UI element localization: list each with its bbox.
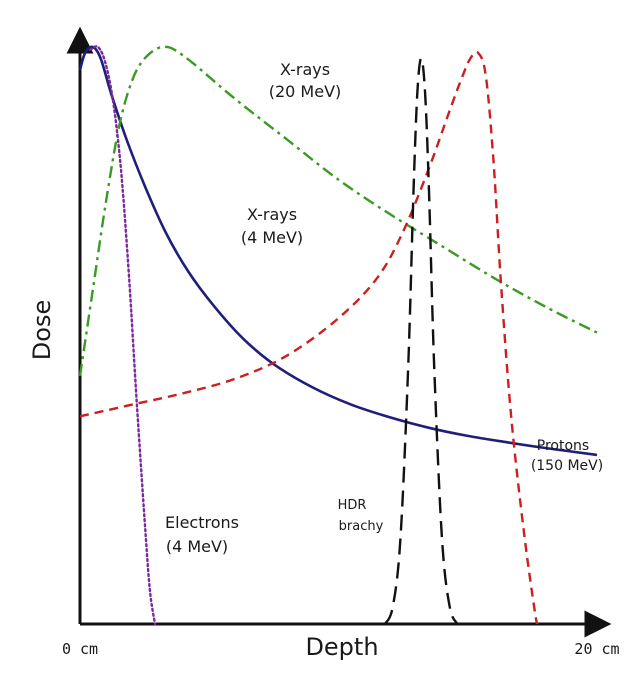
series-line-protons-150mev: [79, 50, 539, 625]
series-line-electrons-4mev: [89, 45, 157, 626]
label-xrays-20mev-line2: (20 MeV): [269, 82, 342, 101]
label-protons: Protons (150 MeV): [531, 438, 603, 474]
series-layer: [78, 45, 598, 626]
label-hdr-line1: HDR: [338, 498, 367, 513]
label-protons-line1: Protons: [537, 438, 589, 454]
y-axis-title: Dose: [28, 300, 56, 360]
label-protons-line2: (150 MeV): [531, 458, 603, 474]
label-xrays-4mev-line1: X-rays: [247, 205, 297, 224]
label-xrays-20mev-line1: X-rays: [280, 60, 330, 79]
label-electrons-line2: (4 MeV): [166, 537, 228, 556]
x-axis-title: Depth: [305, 633, 378, 661]
x-tick-label-end: 20 cm: [574, 640, 619, 658]
label-xrays-4mev: X-rays (4 MeV): [241, 205, 303, 247]
label-hdr-brachy: HDR brachy: [338, 498, 384, 534]
series-line-hdr-brachy: [383, 57, 459, 625]
label-hdr-line2: brachy: [339, 519, 384, 534]
label-electrons: Electrons (4 MeV): [165, 513, 239, 556]
x-tick-label-start: 0 cm: [62, 640, 98, 658]
label-xrays-4mev-line2: (4 MeV): [241, 228, 303, 247]
series-line-xrays-4mev: [78, 45, 598, 457]
label-xrays-20mev: X-rays (20 MeV): [269, 60, 342, 101]
label-electrons-line1: Electrons: [165, 513, 239, 532]
